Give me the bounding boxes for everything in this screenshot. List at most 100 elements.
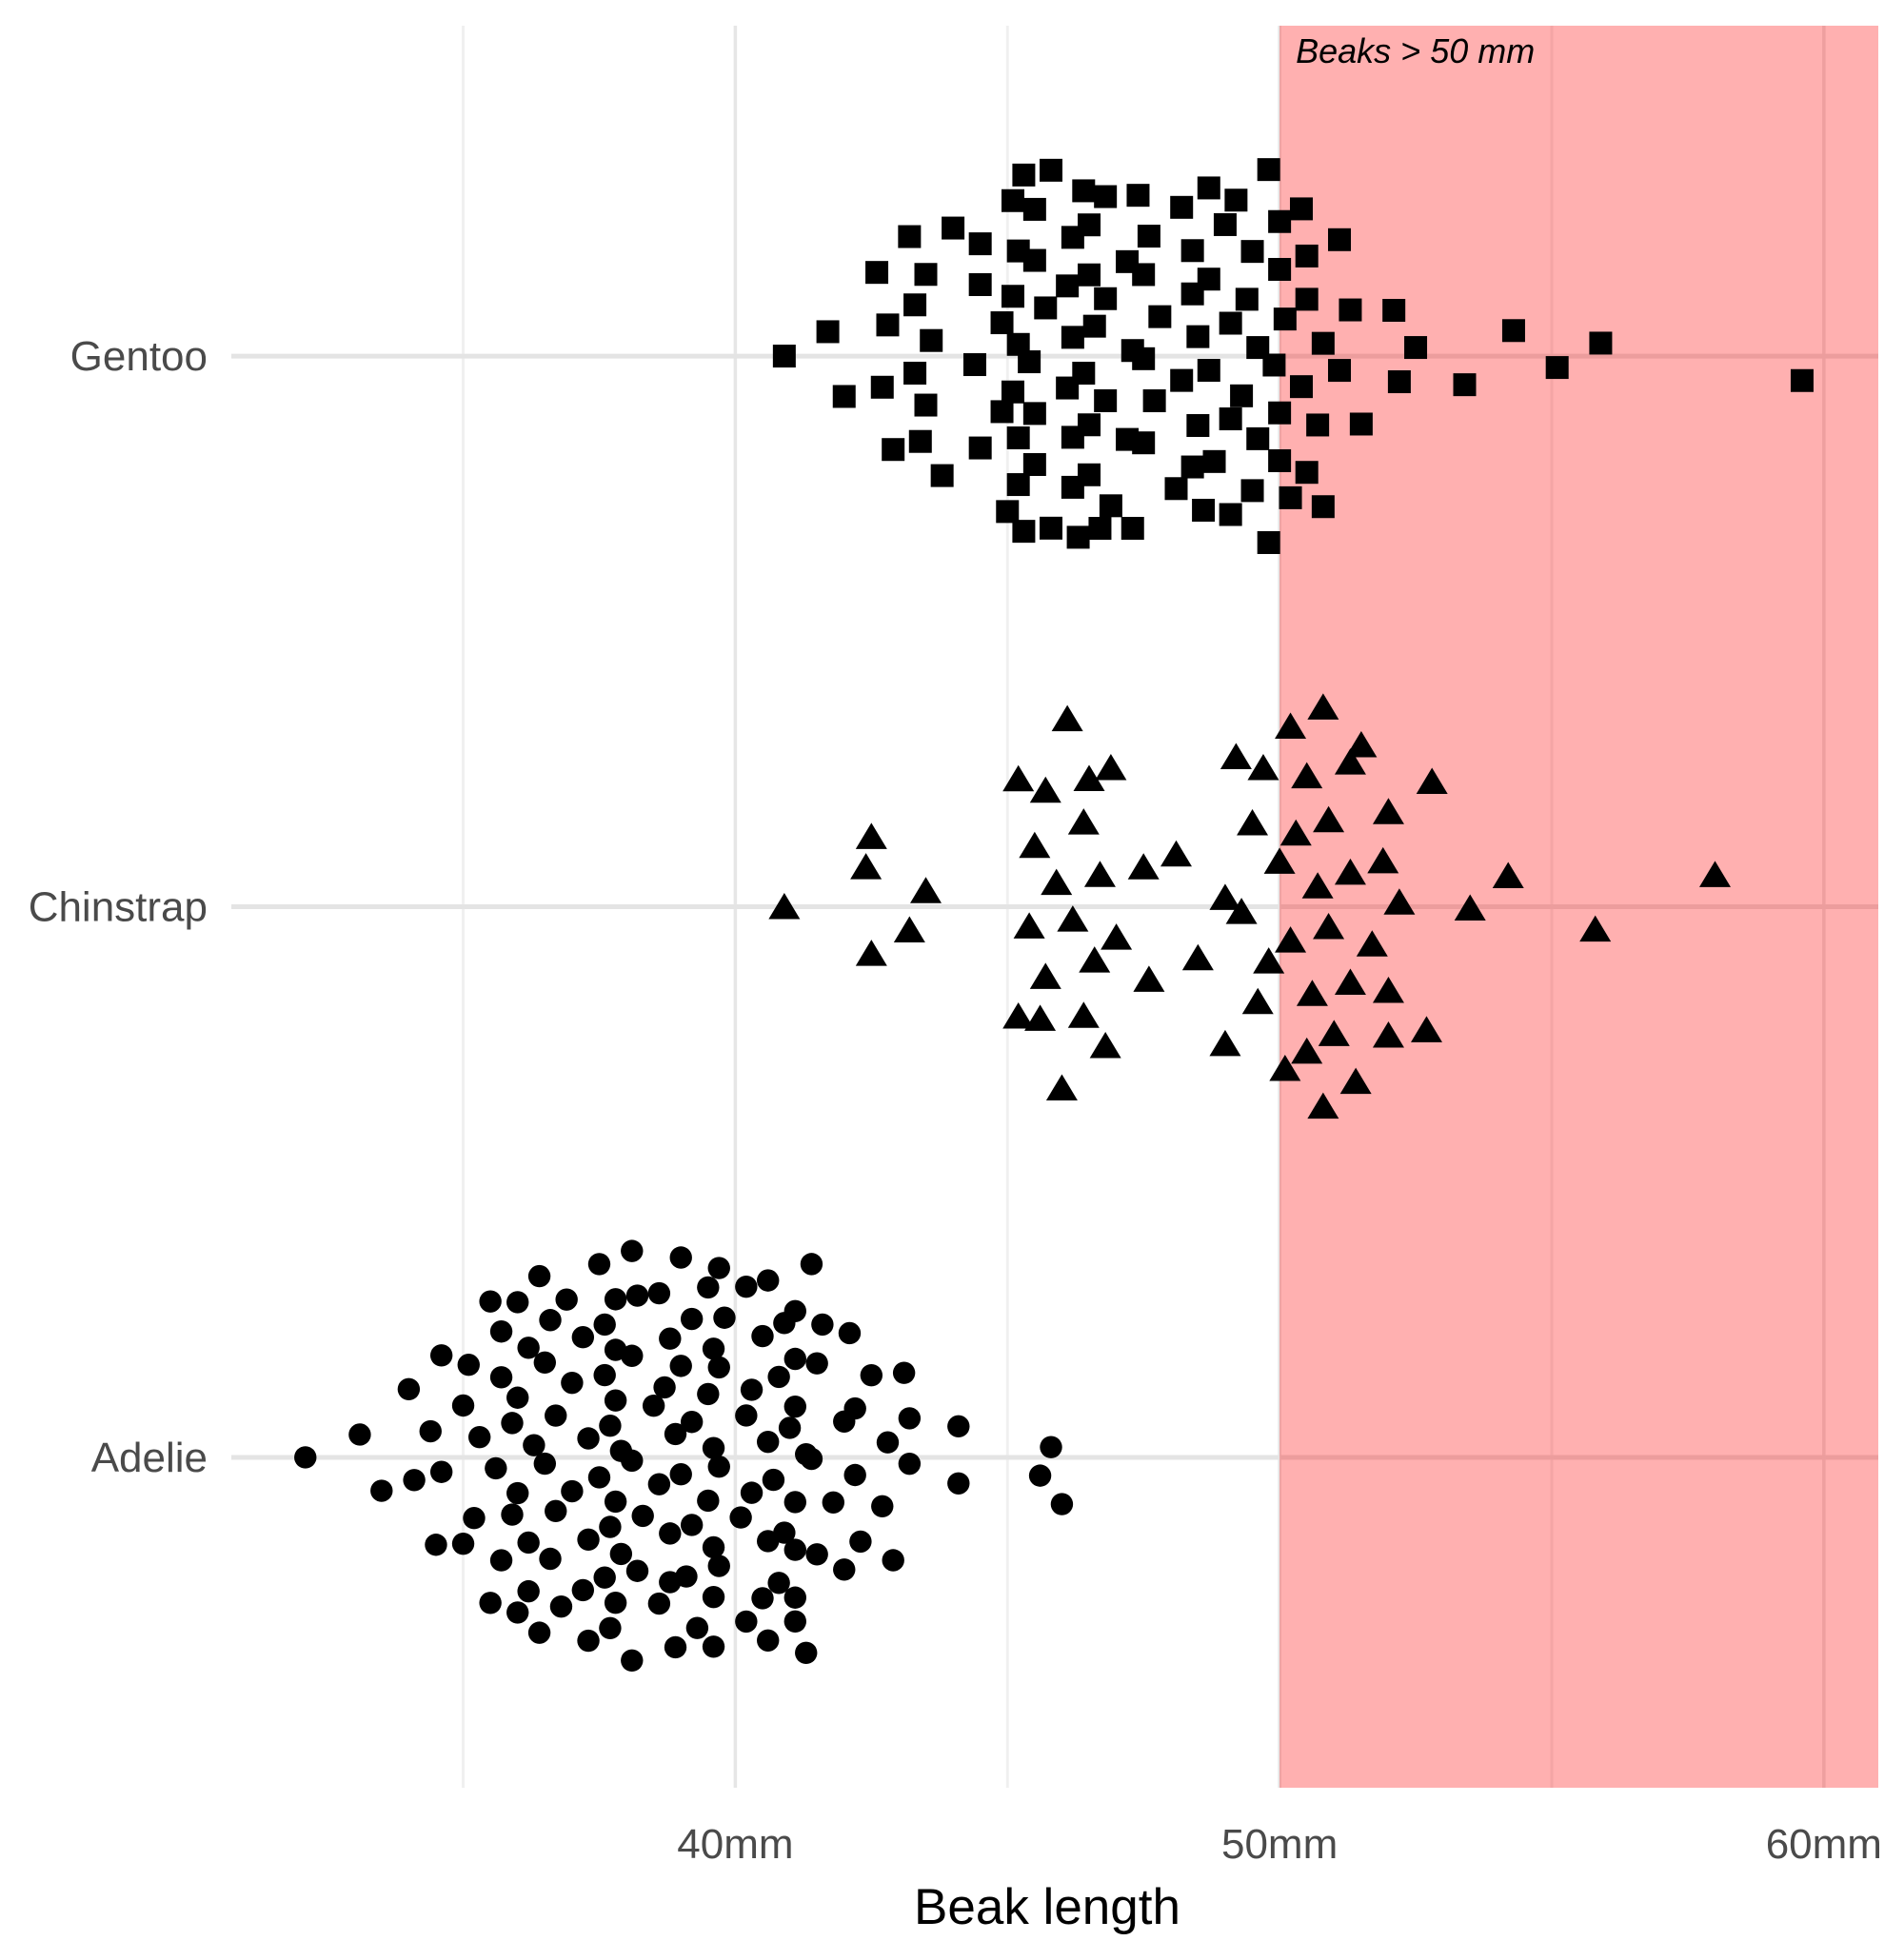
point-adelie	[463, 1507, 486, 1530]
point-chinstrap	[1334, 858, 1366, 885]
point-adelie	[697, 1382, 720, 1406]
point-gentoo	[930, 464, 954, 487]
point-adelie	[876, 1431, 900, 1454]
point-chinstrap	[1220, 743, 1252, 770]
point-adelie	[871, 1495, 894, 1518]
point-gentoo	[1001, 188, 1024, 212]
point-chinstrap	[1225, 898, 1258, 924]
point-adelie	[659, 1522, 682, 1545]
point-gentoo	[1142, 389, 1166, 413]
point-gentoo	[1186, 414, 1210, 438]
highlight-region-beaks-over-50mm	[1279, 26, 1878, 1788]
point-gentoo	[1289, 197, 1313, 221]
point-gentoo	[1066, 525, 1090, 549]
point-adelie	[485, 1456, 507, 1480]
y-category-label-adelie: Adelie	[91, 1435, 208, 1481]
point-adelie	[604, 1389, 627, 1412]
point-adelie	[892, 1361, 916, 1384]
point-gentoo	[1082, 314, 1106, 338]
point-adelie	[506, 1386, 529, 1409]
point-gentoo	[1126, 184, 1150, 208]
point-gentoo	[1022, 197, 1046, 221]
point-gentoo	[1022, 248, 1046, 272]
point-gentoo	[990, 311, 1014, 335]
point-chinstrap	[1089, 1032, 1121, 1059]
point-adelie	[621, 1344, 644, 1367]
point-gentoo	[1012, 163, 1036, 187]
point-chinstrap	[1209, 883, 1241, 910]
point-chinstrap	[1383, 888, 1416, 915]
point-adelie	[348, 1423, 371, 1446]
point-chinstrap	[1410, 1016, 1442, 1042]
point-gentoo	[1240, 240, 1264, 264]
point-gentoo	[914, 263, 938, 287]
point-chinstrap	[855, 940, 887, 966]
point-adelie	[647, 1592, 671, 1615]
point-adelie	[451, 1532, 475, 1555]
point-adelie	[773, 1521, 796, 1544]
point-gentoo	[1022, 452, 1046, 476]
point-gentoo	[1012, 520, 1036, 544]
point-gentoo	[1295, 461, 1319, 485]
point-chinstrap	[910, 877, 942, 903]
point-adelie	[751, 1324, 774, 1348]
point-adelie	[783, 1538, 806, 1561]
point-adelie	[1040, 1436, 1062, 1458]
point-gentoo	[1132, 347, 1156, 370]
point-adelie	[539, 1309, 562, 1332]
point-adelie	[675, 1565, 698, 1588]
point-gentoo	[1197, 267, 1220, 291]
point-gentoo	[1078, 213, 1101, 237]
point-gentoo	[1094, 287, 1118, 310]
x-axis-tick-labels: 40mm 50mm 60mm	[677, 1821, 1882, 1868]
point-adelie	[800, 1447, 823, 1471]
point-chinstrap	[1095, 753, 1127, 781]
point-chinstrap	[1275, 712, 1307, 739]
point-gentoo	[1170, 195, 1194, 219]
point-adelie	[707, 1356, 730, 1379]
point-gentoo	[1295, 287, 1319, 311]
point-adelie	[517, 1337, 540, 1359]
point-gentoo	[1328, 228, 1352, 251]
point-adelie	[833, 1558, 856, 1581]
point-gentoo	[1180, 455, 1204, 479]
point-adelie	[1050, 1493, 1074, 1515]
point-gentoo	[1137, 225, 1160, 248]
point-adelie	[527, 1264, 551, 1288]
point-gentoo	[968, 436, 992, 460]
point-gentoo	[1099, 494, 1122, 518]
point-adelie	[702, 1337, 725, 1360]
point-adelie	[647, 1473, 671, 1495]
point-chinstrap	[1029, 776, 1061, 803]
point-adelie	[659, 1327, 682, 1350]
point-adelie	[561, 1479, 584, 1503]
point-gentoo	[914, 393, 938, 417]
point-adelie	[898, 1407, 922, 1430]
point-adelie	[843, 1463, 866, 1487]
point-adelie	[707, 1555, 730, 1577]
point-adelie	[795, 1641, 818, 1665]
point-chinstrap	[1307, 1092, 1339, 1119]
point-gentoo	[1039, 516, 1062, 540]
point-adelie	[783, 1491, 806, 1514]
point-gentoo	[1311, 495, 1335, 519]
point-adelie	[571, 1326, 595, 1349]
point-adelie	[735, 1276, 758, 1298]
point-gentoo	[870, 375, 894, 399]
point-adelie	[604, 1490, 627, 1514]
point-chinstrap	[1013, 912, 1045, 939]
point-adelie	[757, 1269, 780, 1292]
point-adelie	[713, 1306, 736, 1329]
point-adelie	[403, 1469, 426, 1492]
point-gentoo	[1289, 375, 1313, 399]
point-gentoo	[1246, 426, 1270, 450]
point-chinstrap	[1041, 868, 1073, 896]
point-adelie	[778, 1416, 802, 1439]
x-axis-title: Beak length	[914, 1879, 1180, 1935]
point-adelie	[501, 1503, 524, 1526]
point-gentoo	[1170, 368, 1194, 392]
point-chinstrap	[855, 822, 887, 849]
point-chinstrap	[1313, 913, 1345, 940]
point-adelie	[489, 1366, 513, 1389]
